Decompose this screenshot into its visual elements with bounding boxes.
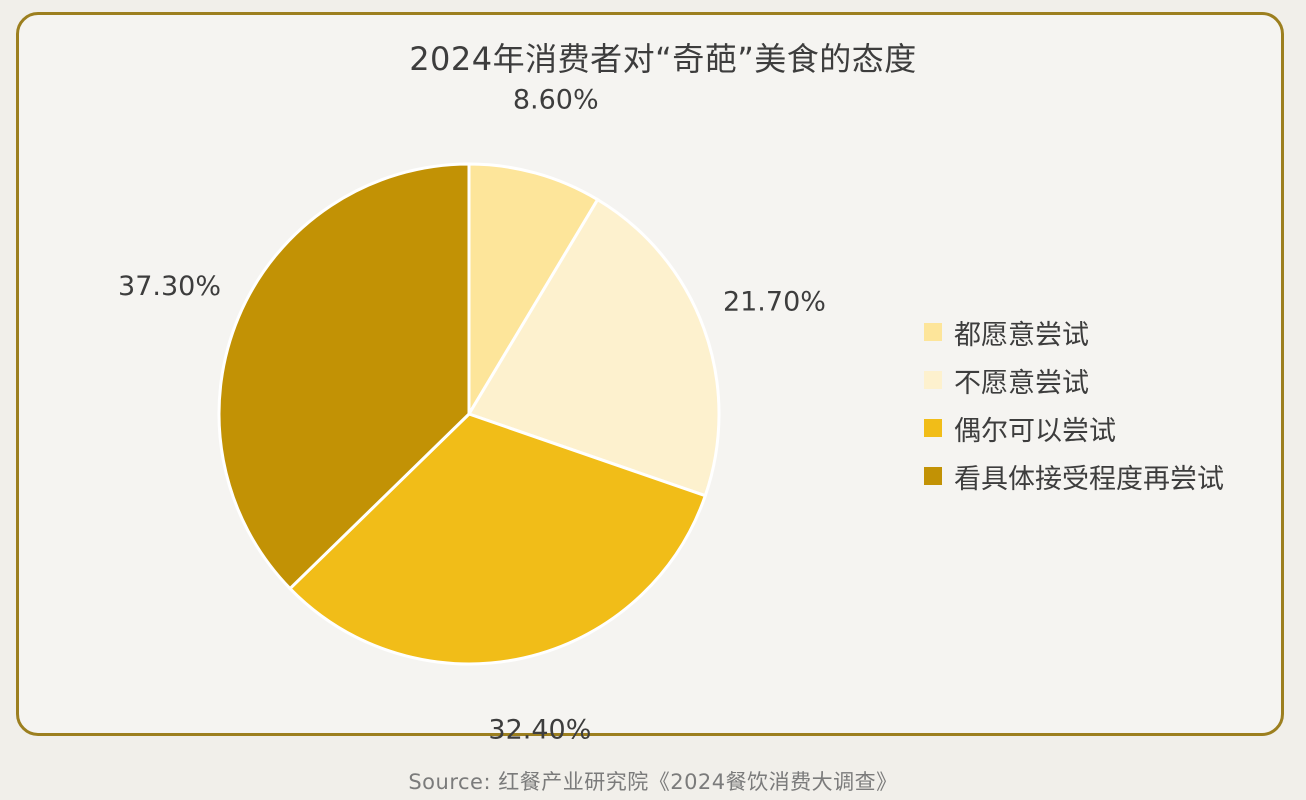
pie-labels: 8.60% 21.70% 32.40% 37.30% (118, 84, 826, 745)
legend-item: 不愿意尝试 (924, 356, 1224, 404)
legend-swatch (924, 323, 942, 341)
legend-label: 都愿意尝试 (954, 319, 1089, 351)
legend-label: 不愿意尝试 (954, 367, 1089, 399)
legend-swatch (924, 467, 942, 485)
pie-slice (466, 197, 721, 498)
legend-item: 都愿意尝试 (924, 308, 1224, 356)
pie-slice (467, 162, 600, 420)
pie-slices (217, 162, 721, 666)
legend-label: 看具体接受程度再尝试 (954, 463, 1224, 495)
slice-value-label: 21.70% (723, 286, 826, 317)
legend: 都愿意尝试 不愿意尝试 偶尔可以尝试 看具体接受程度再尝试 (924, 308, 1224, 500)
slice-value-label: 8.60% (513, 84, 599, 115)
legend-label: 偶尔可以尝试 (954, 415, 1116, 447)
source-caption: Source: 红餐产业研究院《2024餐饮消费大调查》 (408, 770, 898, 794)
pie-slice (287, 412, 708, 666)
legend-swatch (924, 419, 942, 437)
chart-title: 2024年消费者对“奇葩”美食的态度 (409, 40, 917, 78)
pie-slice (217, 162, 471, 591)
slice-value-label: 32.40% (488, 715, 591, 746)
legend-item: 偶尔可以尝试 (924, 404, 1224, 452)
slice-value-label: 37.30% (118, 271, 221, 302)
legend-item: 看具体接受程度再尝试 (924, 452, 1224, 500)
legend-swatch (924, 371, 942, 389)
